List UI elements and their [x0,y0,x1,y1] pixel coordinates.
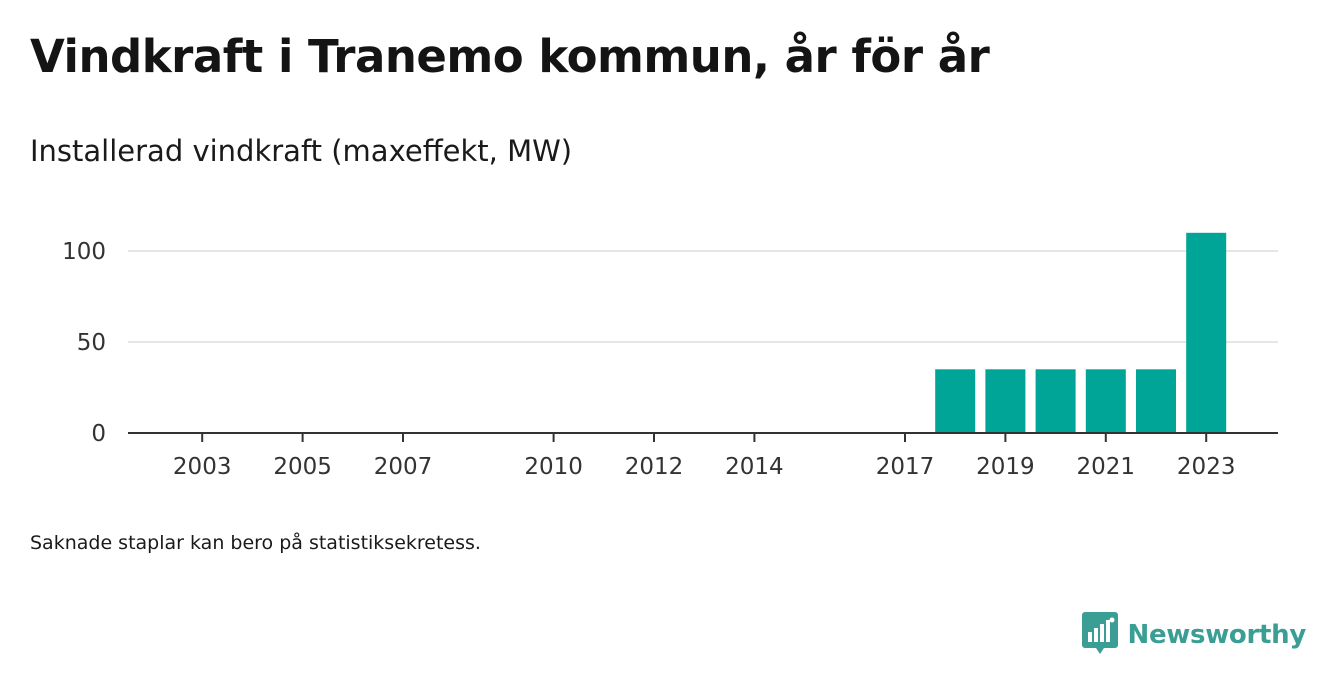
x-tick-label: 2019 [976,454,1035,480]
chart-subtitle: Installerad vindkraft (maxeffekt, MW) [30,134,573,168]
x-tick-label: 2007 [374,454,433,480]
x-tick-label: 2017 [876,454,935,480]
x-tick-label: 2012 [625,454,684,480]
footnote: Saknade staplar kan bero på statistiksek… [30,532,481,554]
x-axis [128,432,1278,442]
chart-title: Vindkraft i Tranemo kommun, år för år [30,30,990,83]
x-tick-label: 2021 [1077,454,1136,480]
brand-name: Newsworthy [1127,620,1307,650]
y-tick-label: 50 [77,330,106,356]
bar-2019 [985,369,1026,433]
bar-2022 [1136,369,1176,433]
y-tick-label: 100 [62,239,106,265]
y-axis: 0 50 100 [62,239,106,447]
bars [935,232,1227,433]
brand-logo: Newsworthy [1081,612,1307,658]
x-tick-labels: 2003 2005 2007 2010 2012 2014 2017 2019 2021 2023 [173,454,1236,480]
x-tick-label: 2005 [273,454,332,480]
x-tick-label: 2014 [725,454,784,480]
y-tick-label: 0 [91,421,106,447]
gridlines [128,250,1278,343]
x-tick-label: 2010 [524,454,583,480]
newsworthy-logo-icon [1081,612,1118,658]
x-tick-label: 2003 [173,454,232,480]
bar-2023 [1186,232,1227,433]
bar-2021 [1085,369,1126,433]
bar-2018 [935,369,976,433]
bar-2020 [1035,369,1076,433]
x-tick-label: 2023 [1177,454,1236,480]
